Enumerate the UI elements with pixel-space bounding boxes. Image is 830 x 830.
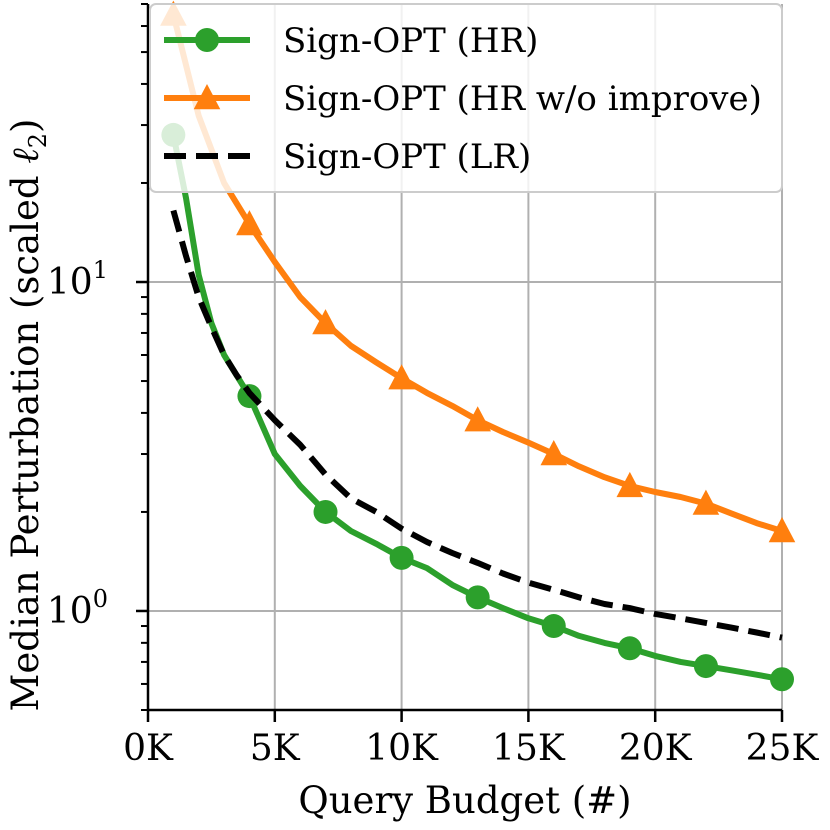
- x-tick-label: 25K: [746, 728, 820, 769]
- series-1-marker: [616, 471, 644, 498]
- x-tick-label: 20K: [619, 728, 693, 769]
- series-0-marker: [313, 499, 338, 524]
- series-0-marker: [693, 654, 718, 679]
- x-tick-label: 15K: [492, 728, 566, 769]
- x-tick-label: 10K: [365, 728, 439, 769]
- legend-marker: [193, 84, 221, 110]
- series-1-marker: [692, 489, 720, 515]
- series-0-marker: [617, 636, 642, 661]
- y-tick-label: 100: [47, 585, 108, 632]
- legend-label: Sign-OPT (HR w/o improve): [283, 79, 762, 119]
- series-1-marker: [312, 309, 339, 335]
- series-1-marker: [768, 517, 796, 543]
- x-tick-label: 5K: [250, 728, 301, 769]
- y-tick-label: 101: [47, 256, 108, 303]
- series-line-2: [170, 209, 783, 641]
- legend: Sign-OPT (HR) Sign-OPT (HR w/o improve) Si…: [149, 3, 783, 193]
- axes: [146, 4, 782, 712]
- legend-entry-2: Sign-OPT (LR): [164, 137, 531, 177]
- x-tick-label: 0K: [123, 728, 174, 769]
- legend-marker: [195, 28, 219, 52]
- y-axis-label-close: ): [4, 119, 47, 133]
- y-axis-label-main: Median Perturbation (scaled: [4, 164, 47, 712]
- x-axis-label: Query Budget (#): [298, 779, 631, 822]
- series-1-marker: [464, 406, 491, 432]
- legend-entry-0: Sign-OPT (HR): [164, 21, 538, 61]
- y-axis-label-sub: 2: [24, 133, 52, 148]
- legend-label: Sign-OPT (LR): [283, 137, 531, 177]
- series-0-marker: [389, 545, 414, 570]
- series-0-marker: [770, 667, 794, 692]
- series-0-marker: [541, 614, 566, 639]
- series-0-marker: [465, 585, 490, 610]
- series-1-marker: [236, 210, 263, 236]
- y-axis-label: Median Perturbation (scaled ℓ2): [4, 119, 52, 712]
- y-axis-label-symbol: ℓ: [4, 148, 47, 164]
- tick-layer: 0K 5K 10K 15K 20K 25K 100 101: [47, 3, 820, 769]
- series-1-marker: [540, 440, 568, 466]
- legend-entry-1: Sign-OPT (HR w/o improve): [164, 79, 762, 119]
- legend-label: Sign-OPT (HR): [283, 21, 538, 61]
- legend-box: [149, 3, 783, 193]
- series-1-marker: [388, 364, 415, 390]
